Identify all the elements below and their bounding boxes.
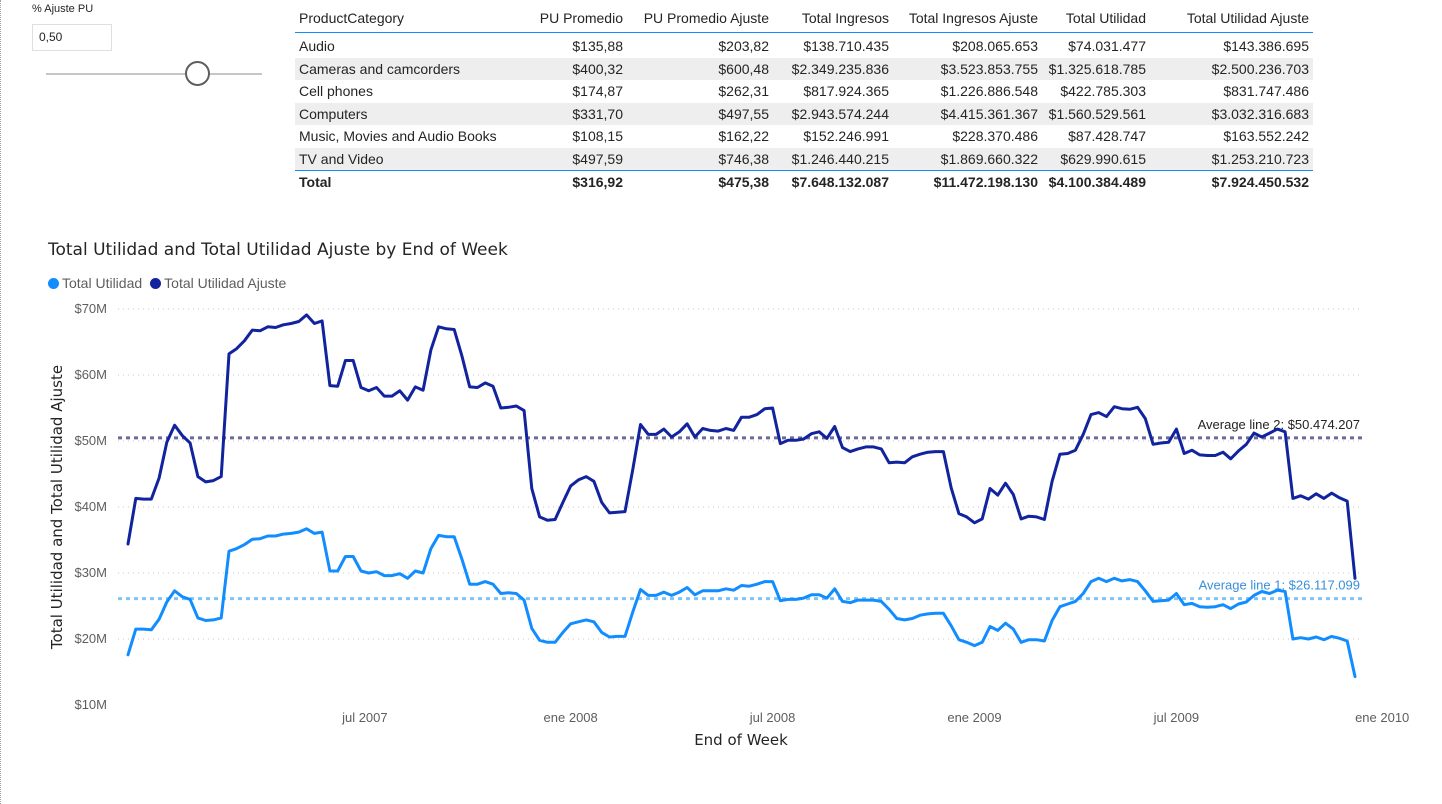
table-cell: $203,82 [718,38,769,55]
y-tick-label: $70M [74,301,107,316]
table-header-row: ProductCategory PU Promedio PU Promedio … [295,4,1313,33]
col-header-total-ingresos-ajuste[interactable]: Total Ingresos Ajuste [893,4,1042,33]
legend-label: Total Utilidad Ajuste [164,275,287,291]
chart-title: Total Utilidad and Total Utilidad Ajuste… [48,240,508,260]
chart-legend: Total Utilidad Total Utilidad Ajuste [48,275,286,291]
average-line-label: Average line 1: $26.117.099 [1199,578,1360,593]
table-cell: $3.032.316.683 [1150,102,1313,125]
legend-item-total-utilidad[interactable]: Total Utilidad [48,275,142,291]
table-row[interactable]: Cameras and camcorders $400,32 $600,48 $… [295,57,1313,80]
y-tick-label: $10M [74,697,107,712]
legend-dot-icon [48,277,59,289]
table-row[interactable]: Computers $331,70 $497,55 $2.943.574.244… [295,102,1313,125]
x-tick-label: ene 2009 [947,710,1001,725]
table-cell: $152.246.991 [803,128,889,145]
table-cell: Music, Movies and Audio Books [299,128,497,145]
table-cell: $138.710.435 [803,38,889,55]
table-cell: $422.785.303 [1060,83,1146,100]
total-cell: $11.472.198.130 [893,170,1042,194]
table-cell: $2.500.236.703 [1150,57,1313,80]
table-cell: $497,59 [518,147,627,171]
table-cell: $497,55 [627,102,773,125]
table-cell: $208.065.653 [952,38,1038,55]
col-header-total-utilidad[interactable]: Total Utilidad [1042,4,1150,33]
table-row[interactable]: TV and Video $497,59 $746,38 $1.246.440.… [295,147,1313,171]
table-cell: $108,15 [572,128,623,145]
table-cell: $74.031.477 [1068,38,1146,55]
table-cell: $400,32 [518,57,627,80]
total-cell: $7.924.450.532 [1150,170,1313,194]
table-cell: $87.428.747 [1068,128,1146,145]
slider-track[interactable] [46,73,262,75]
average-line-label: Average line 2: $50.474.207 [1198,417,1360,432]
slicer-title: % Ajuste PU [32,3,94,15]
total-cell: $475,38 [627,170,773,194]
table-cell: $817.924.365 [803,83,889,100]
table-cell: $262,31 [718,83,769,100]
table-cell: $1.246.440.215 [773,147,893,171]
table-cell: $2.943.574.244 [773,102,893,125]
table-cell: $1.253.210.723 [1150,147,1313,171]
col-header-product-category[interactable]: ProductCategory [295,4,518,33]
y-tick-label: $20M [74,631,107,646]
legend-item-total-utilidad-ajuste[interactable]: Total Utilidad Ajuste [150,275,286,291]
table-cell: TV and Video [295,147,518,171]
table-cell: Audio [299,38,335,55]
series-line-total-utilidad-ajuste [126,313,1357,580]
table-cell: $163.552.242 [1223,128,1309,145]
table-cell: Computers [295,102,518,125]
y-tick-label: $50M [74,433,107,448]
table-total-row: Total $316,92 $475,38 $7.648.132.087 $11… [295,170,1313,194]
legend-label: Total Utilidad [62,275,143,291]
x-tick-label: ene 2008 [544,710,598,725]
table-row[interactable]: Audio $135,88 $203,82 $138.710.435 $208.… [295,33,1313,58]
x-tick-label: jul 2008 [749,710,796,725]
ajuste-pu-input[interactable]: 0,50 [32,24,112,51]
table-cell: $1.560.529.561 [1042,102,1150,125]
col-header-pu-promedio-ajuste[interactable]: PU Promedio Ajuste [627,4,773,33]
table-cell: $331,70 [518,102,627,125]
ajuste-pu-slicer: % Ajuste PU 0,50 [30,0,270,100]
total-cell: $7.648.132.087 [773,170,893,194]
table-cell: $228.370.486 [952,128,1038,145]
col-header-total-ingresos[interactable]: Total Ingresos [773,4,893,33]
table-cell: $831.747.486 [1223,83,1309,100]
series-line-total-utilidad [126,527,1357,679]
table-cell: $629.990.615 [1042,147,1150,171]
table-cell: $746,38 [627,147,773,171]
total-cell: Total [295,170,518,194]
y-tick-label: $30M [74,565,107,580]
total-cell: $4.100.384.489 [1042,170,1150,194]
x-axis-title: End of Week [694,731,788,749]
table-cell: $174,87 [572,83,623,100]
y-axis-title: Total Utilidad and Total Utilidad Ajuste [48,365,66,650]
x-tick-label: jul 2009 [1153,710,1200,725]
table-cell: $1.869.660.322 [893,147,1042,171]
table-cell: $162,22 [718,128,769,145]
table-cell: Cameras and camcorders [295,57,518,80]
table-cell: $1.325.618.785 [1042,57,1150,80]
x-tick-label: jul 2007 [341,710,388,725]
table-cell: $4.415.361.367 [893,102,1042,125]
table-cell: $1.226.886.548 [940,83,1038,100]
y-tick-label: $40M [74,499,107,514]
page-left-border [0,0,1,804]
table-row[interactable]: Cell phones $174,87 $262,31 $817.924.365… [295,80,1313,103]
table-row[interactable]: Music, Movies and Audio Books $108,15 $1… [295,125,1313,148]
table-cell: $3.523.853.755 [893,57,1042,80]
col-header-pu-promedio[interactable]: PU Promedio [518,4,627,33]
product-category-table: ProductCategory PU Promedio PU Promedio … [295,4,1313,194]
x-tick-label: ene 2010 [1355,710,1409,725]
table-cell: Cell phones [299,83,373,100]
table-cell: $2.349.235.836 [773,57,893,80]
table-cell: $143.386.695 [1223,38,1309,55]
table-cell: $600,48 [627,57,773,80]
legend-dot-icon [150,277,162,289]
total-cell: $316,92 [518,170,627,194]
slider-thumb[interactable] [184,61,210,86]
col-header-total-utilidad-ajuste[interactable]: Total Utilidad Ajuste [1150,4,1313,33]
table-cell: $135,88 [572,38,623,55]
y-tick-label: $60M [74,367,107,382]
